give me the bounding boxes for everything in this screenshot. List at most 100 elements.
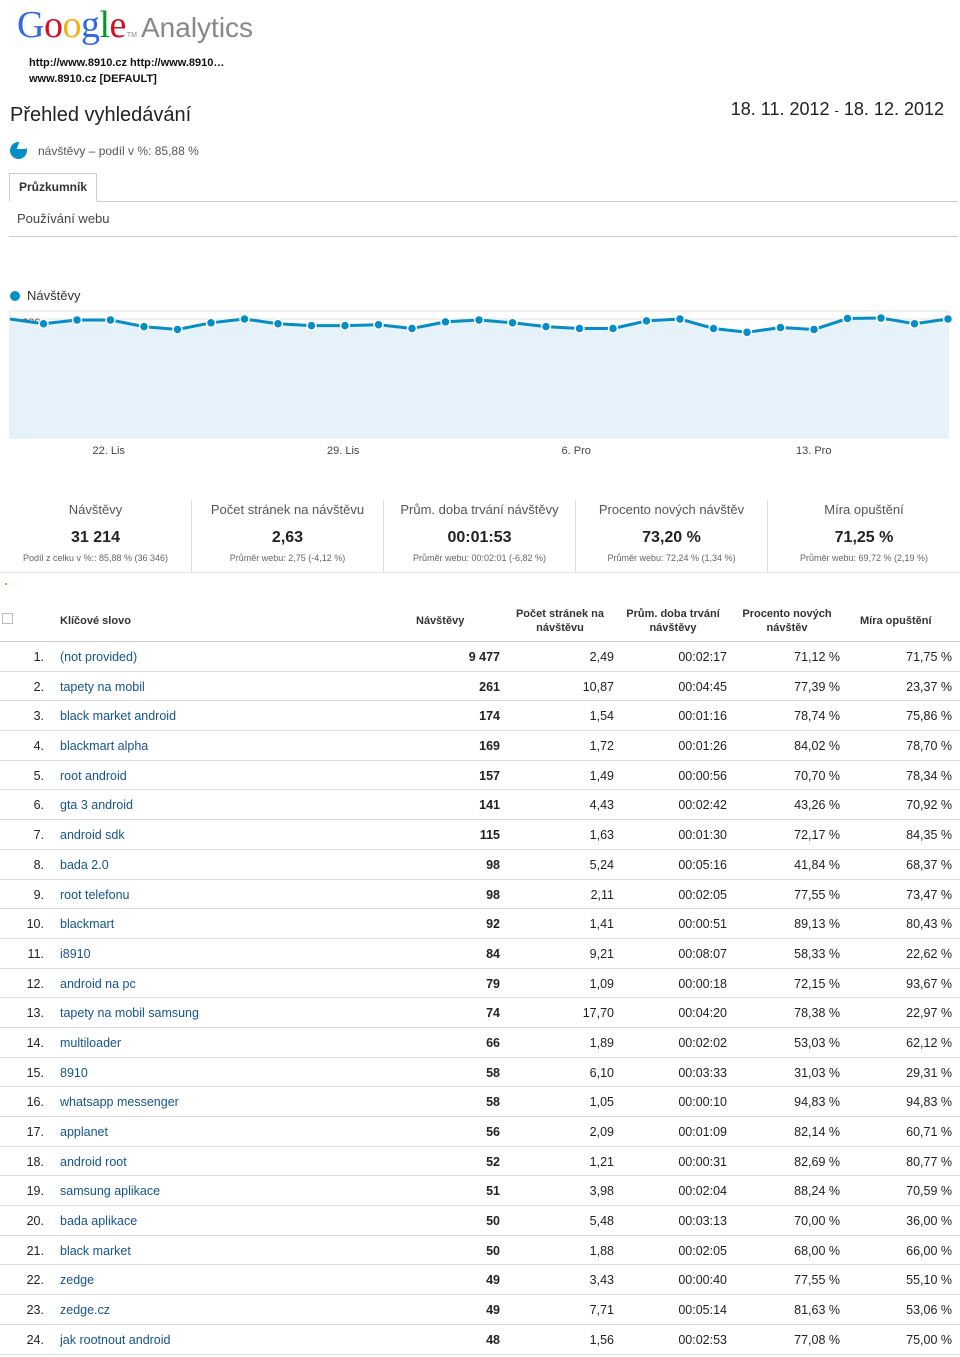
x-tick-label: 22. Lis [93, 445, 126, 457]
legend-label: Návštěvy [27, 288, 81, 303]
data-point[interactable] [272, 318, 284, 329]
new-visits-value: 82,14 % [794, 1125, 840, 1139]
data-point[interactable] [138, 321, 150, 332]
data-point[interactable] [406, 323, 418, 334]
tab-explorer[interactable]: Průzkumník [9, 173, 98, 202]
keyword-link[interactable]: blackmart alpha [60, 739, 149, 754]
data-point[interactable] [507, 317, 518, 329]
bounce-value: 94,83 % [906, 1095, 952, 1110]
bounce-value: 22,97 % [906, 1006, 952, 1021]
keyword-link[interactable]: bada aplikace [60, 1214, 138, 1229]
col-keyword[interactable]: Klíčové slovo [60, 615, 131, 627]
data-point[interactable] [674, 313, 686, 325]
pages-value: 3,98 [589, 1184, 614, 1199]
new-visits-value: 77,55 % [794, 1273, 840, 1288]
keyword-link[interactable]: (not provided) [60, 650, 138, 664]
duration-value: 00:03:33 [678, 1065, 727, 1080]
keyword-link[interactable]: android root [60, 1154, 127, 1169]
bounce-value: 68,37 % [906, 857, 952, 872]
data-point[interactable] [239, 313, 250, 325]
col-pages-per-visit[interactable]: Počet stránek na návštěvu [500, 607, 620, 635]
data-point[interactable] [105, 314, 116, 326]
col-visits[interactable]: Návštěvy [416, 615, 465, 627]
keyword-link[interactable]: android sdk [60, 828, 125, 843]
keyword-link[interactable]: black market android [60, 709, 177, 724]
data-point[interactable] [38, 318, 49, 329]
data-point[interactable] [842, 313, 853, 324]
table-row: 24. jak rootnout android 48 1,56 00:02:53 77,… [0, 1325, 960, 1355]
new-visits-value: 84,02 % [794, 739, 840, 754]
data-point[interactable] [641, 315, 652, 327]
pages-value: 17,70 [582, 1006, 614, 1021]
duration-value: 00:00:56 [678, 768, 727, 783]
keyword-link[interactable]: whatsapp messenger [60, 1095, 179, 1110]
bounce-value: 55,10 % [906, 1273, 952, 1288]
select-all-checkbox[interactable] [2, 613, 13, 624]
keyword-link[interactable]: root telefonu [60, 887, 130, 902]
keyword-link[interactable]: bada 2.0 [60, 857, 109, 872]
data-point[interactable] [574, 323, 585, 334]
keyword-link[interactable]: i8910 [60, 946, 91, 961]
keyword-link[interactable]: zedge [60, 1273, 95, 1288]
data-point[interactable] [339, 320, 351, 331]
data-point[interactable] [540, 321, 552, 332]
bounce-value: 23,37 % [906, 679, 952, 694]
data-point[interactable] [473, 314, 485, 326]
pages-value: 5,24 [589, 857, 614, 872]
keyword-link[interactable]: android na pc [60, 976, 136, 991]
data-point[interactable] [607, 323, 619, 334]
keyword-link[interactable]: blackmart [60, 917, 115, 932]
data-point[interactable] [909, 318, 920, 329]
row-index: 3. [33, 709, 44, 724]
keyword-link[interactable]: gta 3 android [60, 798, 133, 813]
pages-value: 1,89 [589, 1035, 614, 1050]
data-point[interactable] [775, 322, 786, 333]
data-point[interactable] [306, 320, 317, 331]
col-new-visits[interactable]: Procento nových návštěv [727, 607, 847, 635]
data-point[interactable] [373, 319, 384, 330]
keyword-link[interactable]: tapety na mobil [60, 679, 145, 694]
subtab-site-usage[interactable]: Používání webu [17, 211, 110, 226]
pages-value: 1,41 [589, 917, 614, 932]
data-point[interactable] [808, 324, 820, 335]
keyword-link[interactable]: tapety na mobil samsung [60, 1006, 199, 1021]
metric-value: 73,20 % [642, 529, 701, 546]
date-range-picker[interactable]: 18. 11. 2012 - 18. 12. 2012 [731, 99, 944, 120]
data-point[interactable] [942, 313, 954, 325]
data-point[interactable] [440, 316, 451, 328]
keyword-link[interactable]: 8910 [60, 1065, 88, 1080]
duration-value: 00:00:31 [678, 1154, 727, 1169]
bounce-value: 93,67 % [906, 976, 952, 991]
pages-value: 1,54 [589, 709, 614, 724]
data-point[interactable] [71, 314, 83, 326]
data-point[interactable] [172, 324, 183, 335]
table-row: 23. zedge.cz 49 7,71 00:05:14 81,63 % 53,06 % [0, 1295, 960, 1325]
data-point[interactable] [708, 323, 719, 334]
bounce-value: 53,06 % [906, 1303, 952, 1318]
row-index: 16. [26, 1095, 44, 1110]
data-point[interactable] [875, 312, 887, 324]
keyword-link[interactable]: black market [60, 1243, 131, 1258]
row-index: 7. [33, 828, 44, 843]
keyword-link[interactable]: zedge.cz [60, 1303, 111, 1318]
bounce-value: 36,00 % [906, 1214, 952, 1229]
google-wordmark: Google [17, 4, 126, 46]
new-visits-value: 77,08 % [794, 1332, 840, 1347]
visits-value: 58 [486, 1065, 500, 1080]
bounce-value: 78,70 % [906, 739, 952, 754]
row-index: 5. [33, 768, 44, 783]
keyword-link[interactable]: applanet [60, 1125, 108, 1139]
keyword-link[interactable]: samsung aplikace [60, 1184, 161, 1199]
data-point[interactable] [205, 317, 217, 329]
col-avg-duration[interactable]: Prům. doba trvání návštěvy [613, 607, 733, 635]
keyword-link[interactable]: root android [60, 768, 127, 783]
visits-value: 50 [486, 1243, 500, 1258]
new-visits-value: 58,33 % [794, 946, 840, 961]
visits-value: 79 [486, 976, 500, 991]
data-point[interactable] [741, 327, 753, 338]
metric-value: 71,25 % [834, 529, 894, 546]
col-bounce-rate[interactable]: Míra opuštění [860, 615, 932, 627]
keyword-link[interactable]: jak rootnout android [60, 1332, 171, 1347]
keyword-link[interactable]: multiloader [60, 1035, 122, 1050]
legend-swatch [10, 290, 20, 301]
